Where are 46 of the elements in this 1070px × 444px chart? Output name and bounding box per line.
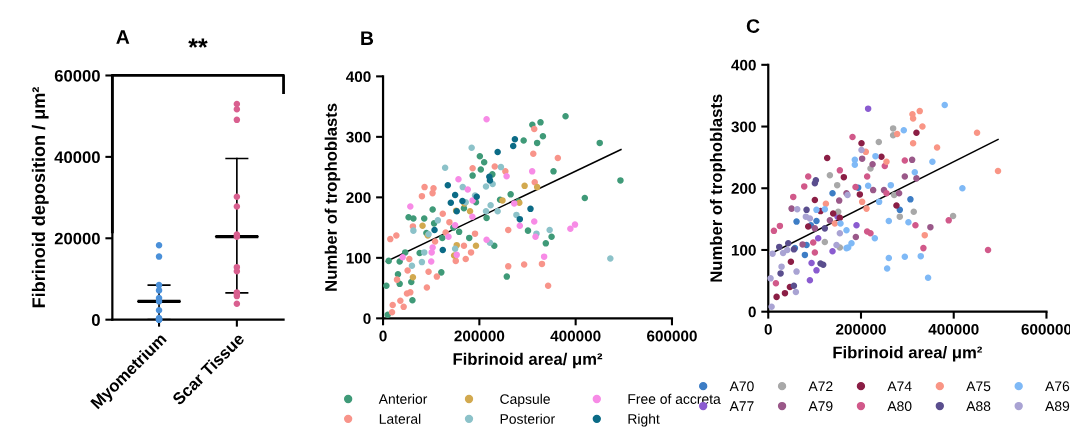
y-tick-label: 400 [731, 59, 756, 71]
text: ** [188, 38, 208, 48]
legend-label: A80 [887, 401, 912, 412]
legend-label: Lateral [379, 413, 421, 424]
y-tick-label: 200 [346, 192, 371, 204]
x-axis-title: Fibrinoid area/ μm² [833, 346, 983, 362]
x-tick-label: 0 [379, 330, 387, 342]
x-tick-label: 400000 [550, 330, 601, 342]
y-axis-title: Number of trophoblasts [324, 103, 341, 291]
y-tick-label: 60000 [54, 69, 100, 82]
legend-label: A75 [966, 381, 991, 392]
y-axis-title: Number of trophoblasts [709, 94, 726, 282]
chart-title: C [746, 19, 760, 33]
y-tick-label: 20000 [54, 232, 100, 245]
y-tick-label: 40000 [54, 151, 100, 164]
legend-label: A89 [1045, 401, 1070, 412]
legend-label: A79 [808, 401, 833, 412]
chart-title: B [361, 31, 374, 45]
y-tick-label: 0 [363, 313, 371, 325]
legend-label: A77 [729, 401, 754, 411]
y-tick-label: 200 [731, 183, 756, 194]
legend-label: Anterior [378, 393, 428, 404]
y-tick-label: 0 [91, 314, 100, 326]
x-tick-label: 600000 [647, 330, 697, 342]
legend-label: Free of accreta [628, 393, 721, 404]
legend-label: A76 [1045, 381, 1070, 392]
y-tick-label: 300 [346, 131, 371, 143]
y-tick-label: 100 [731, 244, 756, 256]
y-tick-label: 0 [748, 306, 756, 318]
x-tick-label: 400000 [928, 323, 979, 335]
x-axis-title: Fibrinoid area/ μm² [453, 352, 603, 369]
legend-label: A72 [808, 381, 833, 392]
legend-label: A74 [887, 381, 912, 392]
y-tick-label: 400 [346, 71, 371, 83]
y-tick-label: 300 [731, 121, 756, 133]
x-tick-label: 200000 [836, 323, 886, 335]
chart-title: A [116, 30, 130, 44]
legend-label: A70 [729, 381, 754, 392]
y-tick-label: 100 [346, 252, 371, 264]
legend-label: Right [628, 413, 660, 427]
legend-label: Capsule [500, 393, 550, 407]
legend-label: A88 [966, 401, 991, 412]
x-tick-label: 200000 [454, 330, 505, 342]
x-tick-label: 0 [764, 323, 772, 335]
y-axis-title: Fibrinoid deposition / μm² [31, 87, 49, 308]
legend-label: Posterior [500, 413, 555, 424]
